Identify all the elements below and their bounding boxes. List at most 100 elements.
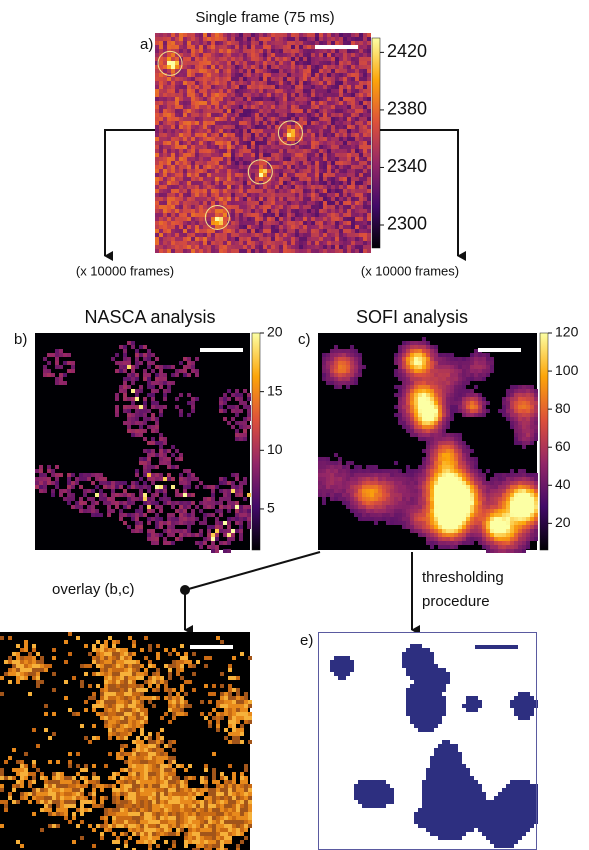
pixel xyxy=(231,481,235,485)
pixel xyxy=(191,109,195,113)
pixel xyxy=(402,497,406,501)
pixel xyxy=(215,165,219,169)
pixel xyxy=(318,485,322,489)
pixel xyxy=(303,189,307,193)
pixel xyxy=(47,353,51,357)
pixel xyxy=(251,73,255,77)
pixel xyxy=(458,397,462,401)
pixel xyxy=(363,233,367,237)
pixel xyxy=(235,57,239,61)
pixel xyxy=(195,217,199,221)
pixel xyxy=(335,157,339,161)
pixel xyxy=(167,121,171,125)
pixel xyxy=(207,193,211,197)
pixel xyxy=(147,449,151,453)
pixel xyxy=(351,201,355,205)
pixel xyxy=(251,189,255,193)
pixel xyxy=(111,357,115,361)
pixel xyxy=(323,129,327,133)
pixel xyxy=(131,429,135,433)
pixel xyxy=(271,121,275,125)
pixel xyxy=(339,153,343,157)
pixel xyxy=(171,165,175,169)
pixel xyxy=(331,97,335,101)
pixel xyxy=(235,405,239,409)
pixel xyxy=(438,481,442,485)
pixel xyxy=(355,221,359,225)
pixel xyxy=(359,37,363,41)
pixel xyxy=(127,341,131,345)
pixel xyxy=(219,105,223,109)
pixel xyxy=(219,89,223,93)
pixel xyxy=(422,477,426,481)
pixel xyxy=(367,225,371,229)
pixel xyxy=(422,385,426,389)
pixel xyxy=(347,81,351,85)
pixel xyxy=(454,401,458,405)
pixel xyxy=(315,181,319,185)
pixel xyxy=(287,153,291,157)
pixel xyxy=(331,105,335,109)
pixel xyxy=(414,393,418,397)
pixel xyxy=(243,97,247,101)
pixel xyxy=(307,65,311,69)
pixel xyxy=(315,213,319,217)
pixel xyxy=(207,89,211,93)
pixel xyxy=(223,549,227,553)
pixel xyxy=(454,465,458,469)
pixel xyxy=(267,237,271,241)
pixel xyxy=(271,89,275,93)
pixel xyxy=(251,213,255,217)
pixel xyxy=(175,129,179,133)
pixel xyxy=(359,125,363,129)
pixel xyxy=(378,469,382,473)
pixel xyxy=(295,249,299,253)
pixel xyxy=(327,185,331,189)
pixel xyxy=(367,217,371,221)
pixel xyxy=(430,413,434,417)
pixel xyxy=(363,37,367,41)
pixel xyxy=(510,485,514,489)
pixel xyxy=(271,101,275,105)
pixel xyxy=(307,217,311,221)
pixel xyxy=(358,369,362,373)
pixel xyxy=(191,45,195,49)
pixel xyxy=(263,205,267,209)
pixel xyxy=(434,473,438,477)
pixel xyxy=(231,485,235,489)
pixel xyxy=(418,425,422,429)
pixel xyxy=(195,81,199,85)
pixel xyxy=(159,365,163,369)
pixel xyxy=(203,225,207,229)
pixel xyxy=(195,53,199,57)
pixel xyxy=(223,101,227,105)
pixel xyxy=(271,45,275,49)
pixel xyxy=(434,381,438,385)
pixel xyxy=(331,209,335,213)
pixel xyxy=(219,501,223,505)
pixel xyxy=(315,97,319,101)
pixel xyxy=(323,73,327,77)
pixel xyxy=(147,489,151,493)
pixel xyxy=(191,85,195,89)
pixel xyxy=(235,173,239,177)
pixel xyxy=(430,393,434,397)
pixel xyxy=(315,237,319,241)
threshold-label: thresholding xyxy=(422,569,504,586)
pixel xyxy=(247,57,251,61)
pixel xyxy=(410,497,414,501)
pixel xyxy=(199,41,203,45)
pixel xyxy=(418,361,422,365)
pixel xyxy=(279,221,283,225)
pixel xyxy=(199,61,203,65)
pixel xyxy=(446,497,450,501)
pixel xyxy=(159,449,163,453)
pixel xyxy=(243,477,247,481)
pixel xyxy=(271,201,275,205)
pixel xyxy=(518,385,522,389)
pixel xyxy=(235,141,239,145)
pixel xyxy=(351,89,355,93)
pixel xyxy=(267,53,271,57)
pixel xyxy=(187,41,191,45)
pixel xyxy=(342,473,346,477)
